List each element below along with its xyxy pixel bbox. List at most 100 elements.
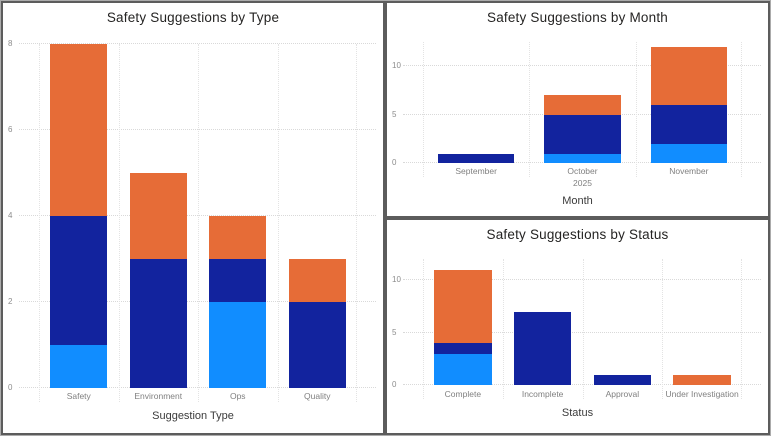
y-tick-label-0: 0 [392,380,397,390]
y-tick-label-5: 5 [392,109,397,119]
y-tick-label-10: 10 [392,61,401,71]
bar-segment-orange-complete[interactable] [434,269,492,344]
category-slot-approval [582,259,663,400]
y-tick-label-6: 6 [8,125,13,135]
bar-segment-orange-october[interactable] [544,95,621,115]
x-tick-label: Approval [605,389,640,400]
x-tick-september: September [423,166,529,190]
bar-segment-orange-under-investigation[interactable] [673,374,731,386]
bar-segment-dark-blue-approval[interactable] [593,374,652,386]
category-slot-september [423,42,529,178]
chart-panel-by-status: Safety Suggestions by Status 0 5 10 Comple… [385,218,770,435]
x-axis-labels-by-month: September October 2025 November [387,163,768,190]
bar-segment-light-blue-safety[interactable] [50,345,108,388]
gridline-y-5 [403,331,761,333]
y-tick-label-5: 5 [392,327,397,337]
x-tick-approval: Approval [583,389,663,401]
x-axis-title-by-type: Suggestion Type [152,410,234,422]
bar-segment-orange-november[interactable] [650,47,728,106]
bar-segment-dark-blue-complete[interactable] [434,343,492,354]
category-slot-incomplete [502,259,583,400]
bar-segment-orange-quality[interactable] [288,259,346,303]
stacked-bar-incomplete [513,259,572,386]
bars-area [423,259,742,400]
bar-segment-dark-blue-september[interactable] [437,153,515,164]
stacked-bar-ops [209,44,267,388]
gridline-y-0 [19,387,376,388]
bar-segment-light-blue-october[interactable] [544,153,621,164]
bar-segment-dark-blue-incomplete[interactable] [513,311,572,386]
gridline-y-6 [19,129,376,131]
x-tick-label: Quality [304,391,331,401]
chart-panel-by-type: Safety Suggestions by Type 0 2 4 6 8 Safety E… [1,1,385,435]
chart-title-by-month: Safety Suggestions by Month [486,10,668,25]
plot-area-by-status: 0 5 10 [387,259,768,400]
gridline-y-2 [19,301,376,303]
bar-segment-dark-blue-october[interactable] [544,114,621,154]
x-tick-label: Ops [229,391,246,401]
stacked-bar-complete [434,259,492,386]
category-slot-october [529,42,635,178]
bar-segment-orange-environment[interactable] [129,173,187,260]
stacked-bar-october [544,42,621,164]
bar-segment-orange-ops[interactable] [209,216,267,260]
x-tick-october: October 2025 [529,166,635,190]
stacked-bar-quality [288,44,346,388]
x-tick-incomplete: Incomplete [503,389,583,401]
x-tick-label: Under Investigation [665,389,739,400]
plot-area-by-type: 0 2 4 6 8 [3,40,383,402]
category-slot-environment [118,44,199,402]
x-tick-quality: Quality [278,391,358,403]
gridline-y-0 [403,384,761,386]
stacked-bar-september [437,42,515,164]
category-slot-complete [423,259,503,400]
category-slot-safety [39,44,119,402]
gridline-y-10 [403,279,761,281]
chart-panel-by-month: Safety Suggestions by Month 0 5 10 Septemb… [385,1,770,218]
bar-segment-dark-blue-november[interactable] [650,105,728,144]
bar-segment-dark-blue-quality[interactable] [288,302,346,388]
x-tick-label: Incomplete [521,389,564,400]
bar-segment-dark-blue-safety[interactable] [50,216,108,346]
x-tick-label: Safety [66,391,91,401]
x-axis-labels-by-type: Safety Environment Ops Quality [3,388,383,403]
bar-segment-dark-blue-environment[interactable] [129,259,187,388]
x-axis-title-by-status: Status [561,407,594,419]
x-tick-label: Environment [134,391,183,401]
y-tick-label-10: 10 [392,275,401,285]
category-slot-ops [198,44,278,402]
chart-title-by-status: Safety Suggestions by Status [486,227,669,242]
chart-title-by-type: Safety Suggestions by Type [106,10,280,25]
bar-segment-dark-blue-ops[interactable] [209,259,267,303]
x-tick-safety: Safety [39,391,119,403]
x-axis-title-by-month: Month [562,195,593,207]
stacked-bar-under-investigation [673,259,731,386]
y-tick-label-4: 4 [8,211,13,221]
y-tick-label-2: 2 [8,297,13,307]
category-slot-quality [277,44,358,402]
bar-segment-light-blue-november[interactable] [650,143,728,164]
bar-segment-orange-safety[interactable] [50,44,108,217]
x-tick-under-investigation: Under Investigation [662,389,742,401]
x-tick-november: November [636,166,742,190]
x-tick-label: September [455,166,497,177]
bar-segment-light-blue-ops[interactable] [209,302,267,388]
y-tick-label-8: 8 [8,39,13,49]
y-tick-label-0: 0 [8,383,13,392]
y-tick-label-0: 0 [392,158,397,168]
gridline-y-4 [19,215,376,217]
x-tick-label: Complete [444,389,482,400]
gridline-y-8 [19,43,376,45]
stacked-bar-november [650,42,728,164]
x-axis-labels-by-status: Complete Incomplete Approval Under Investig… [387,385,768,401]
plot-area-by-month: 0 5 10 [387,42,768,178]
category-slot-november [635,42,743,178]
gridline-y-10 [403,65,761,67]
x-tick-sublabel: 2025 [573,178,592,189]
stacked-bar-environment [129,44,187,388]
x-tick-ops: Ops [198,391,278,403]
x-tick-complete: Complete [423,389,503,401]
bar-segment-light-blue-complete[interactable] [434,353,492,386]
bars-area [423,42,743,178]
